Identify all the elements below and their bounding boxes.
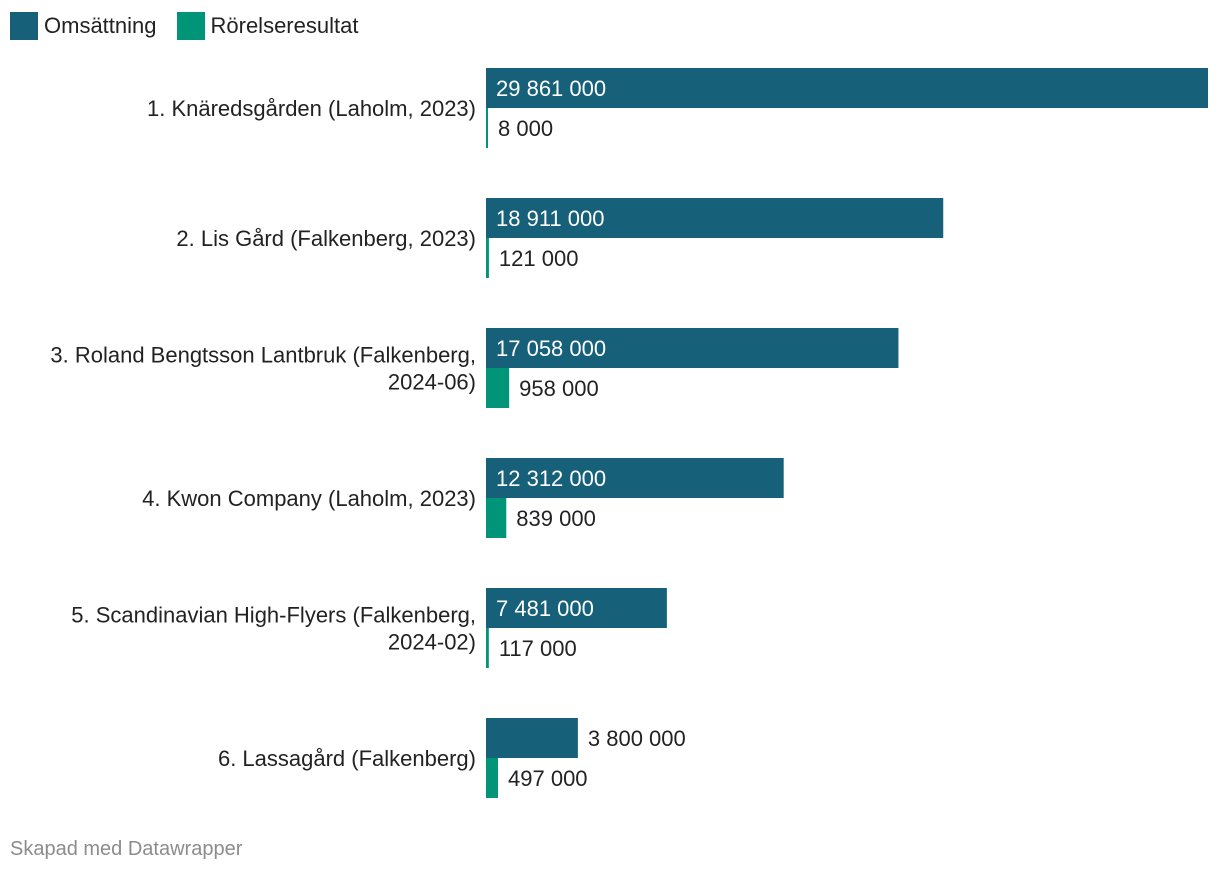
legend-label-omsattning: Omsättning	[44, 13, 157, 38]
legend-label-rorelseresultat: Rörelseresultat	[210, 13, 359, 38]
value-label: 3 800 000	[588, 726, 686, 751]
value-label: 7 481 000	[496, 596, 594, 621]
category-label: 4. Kwon Company (Laholm, 2023)	[142, 486, 476, 511]
value-label: 121 000	[499, 246, 579, 271]
category-label: 3. Roland Bengtsson Lantbruk (Falkenberg…	[50, 343, 476, 368]
category-label: 2024-06)	[388, 370, 476, 395]
legend: Omsättning Rörelseresultat	[10, 12, 378, 40]
bar-rorelseresultat	[486, 628, 489, 668]
legend-swatch-rorelseresultat	[176, 12, 205, 40]
category-label: 2024-02)	[388, 630, 476, 655]
bar-rorelseresultat	[486, 368, 510, 408]
bar-chart: 1. Knäredsgården (Laholm, 2023) 29 861 00…	[50, 68, 1208, 798]
category-label: 6. Lassagård (Falkenberg)	[218, 746, 476, 771]
legend-item-omsattning: Omsättning	[10, 12, 157, 40]
footer-credit: Skapad med Datawrapper	[10, 838, 243, 860]
bar-rorelseresultat	[486, 108, 488, 148]
category-label: 5. Scandinavian High-Flyers (Falkenberg,	[71, 603, 476, 628]
category-label: 2. Lis Gård (Falkenberg, 2023)	[176, 226, 476, 251]
legend-swatch-omsattning	[10, 12, 38, 40]
value-label: 29 861 000	[496, 76, 606, 101]
value-label: 18 911 000	[496, 206, 604, 231]
bar-rorelseresultat	[486, 498, 507, 538]
bar-omsattning	[486, 588, 667, 628]
value-label: 12 312 000	[496, 466, 606, 491]
legend-item-rorelseresultat: Rörelseresultat	[176, 12, 359, 40]
category-label: 1. Knäredsgården (Laholm, 2023)	[147, 96, 476, 121]
bar-omsattning	[486, 458, 784, 498]
value-label: 839 000	[516, 506, 596, 531]
bar-rorelseresultat	[486, 758, 499, 798]
bar-omsattning	[486, 198, 944, 238]
bar-omsattning	[486, 68, 1208, 108]
value-label: 117 000	[499, 636, 577, 661]
bar-omsattning	[486, 718, 578, 758]
value-label: 8 000	[498, 116, 553, 141]
bar-omsattning	[486, 328, 899, 368]
value-label: 497 000	[508, 766, 588, 791]
value-label: 17 058 000	[496, 336, 606, 361]
bar-rorelseresultat	[486, 238, 489, 278]
value-label: 958 000	[519, 376, 599, 401]
